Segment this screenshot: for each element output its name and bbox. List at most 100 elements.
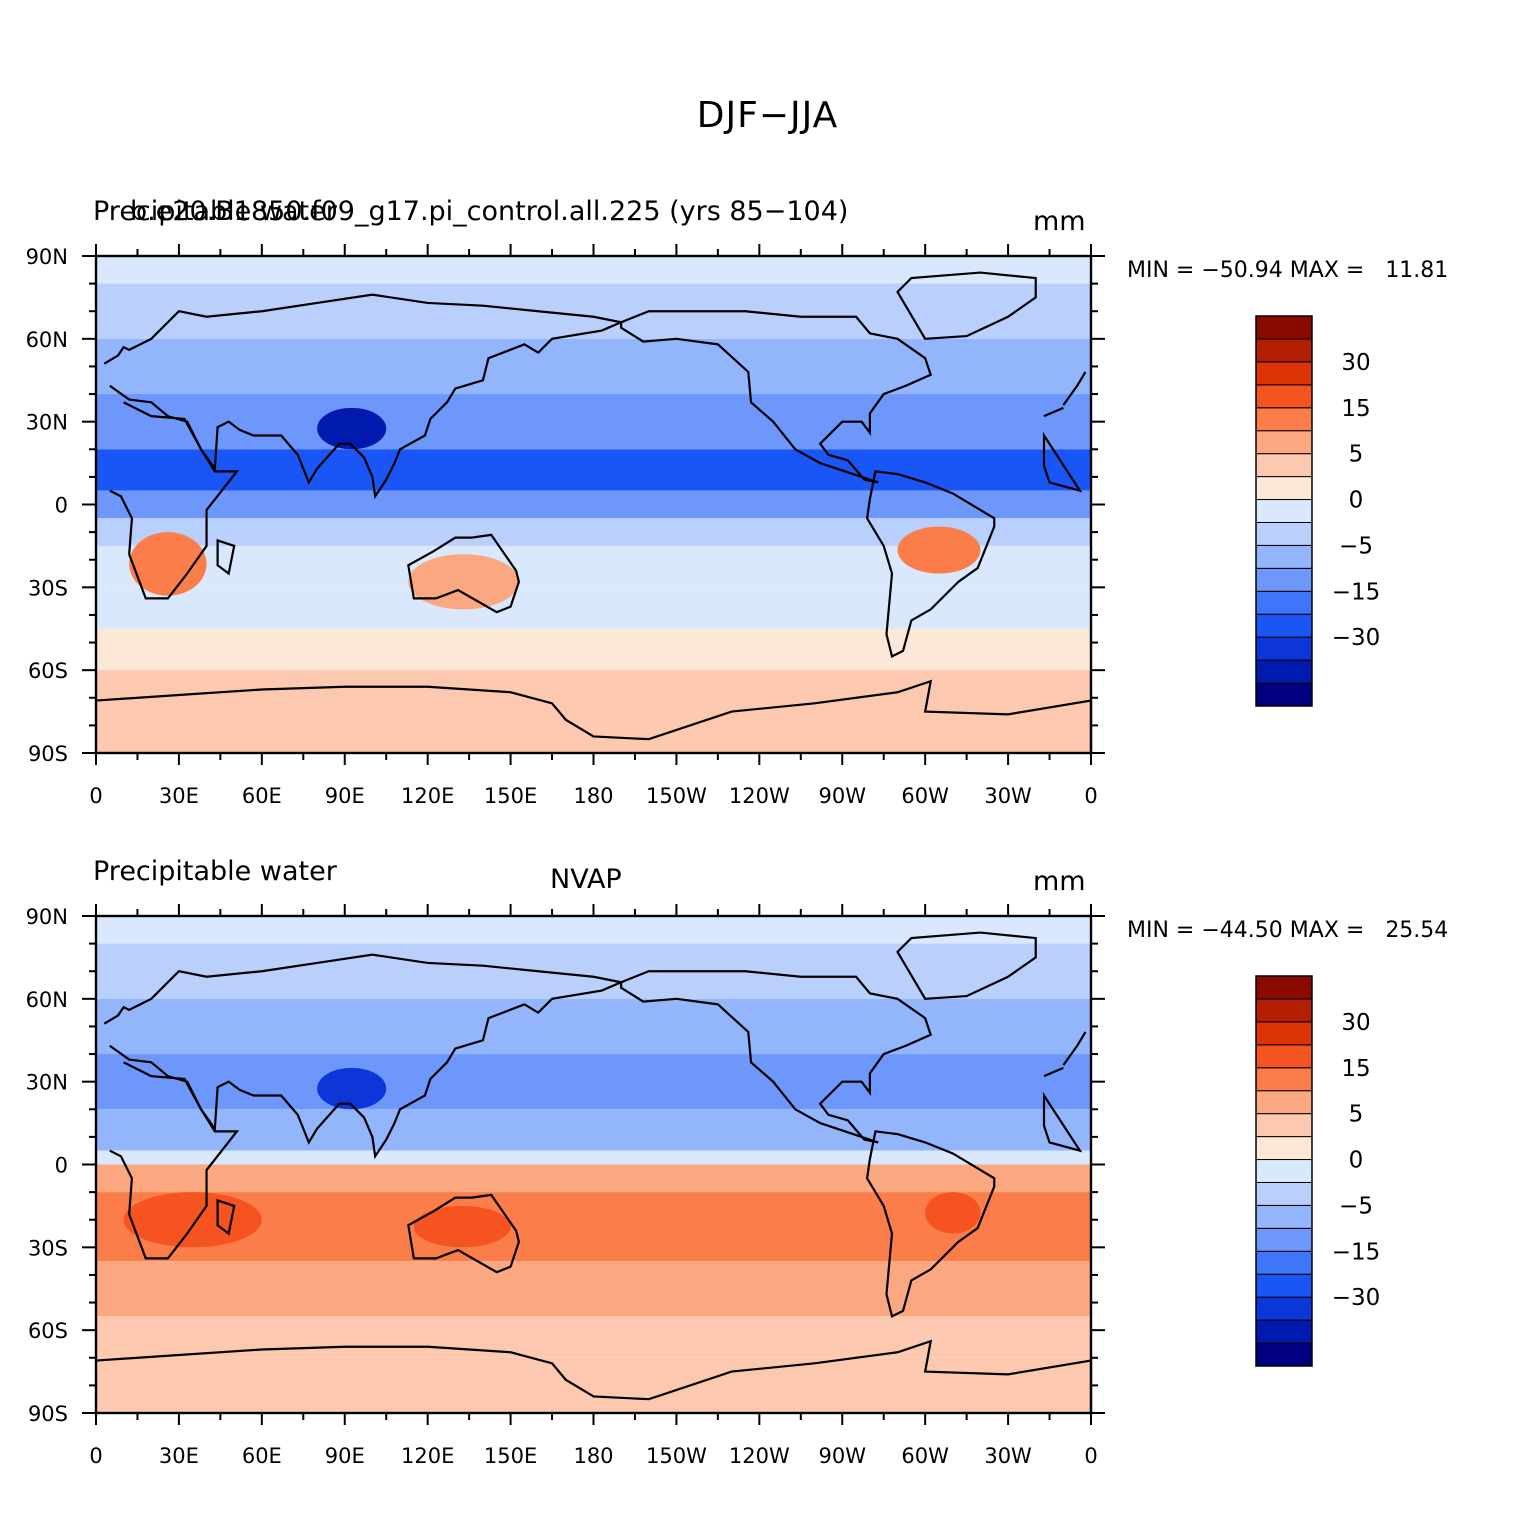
region-tibet — [317, 407, 387, 450]
colorbar-swatch — [1255, 636, 1313, 661]
x-tick-label: 90E — [325, 784, 365, 808]
colorbar-swatch — [1255, 361, 1313, 386]
colorbar-label: −15 — [1332, 579, 1381, 605]
x-tick-label: 30E — [159, 784, 199, 808]
colorbar-swatch — [1255, 1090, 1313, 1115]
x-tick-label: 30W — [984, 784, 1032, 808]
colorbar-swatch — [1255, 1273, 1313, 1298]
colorbar-label: 0 — [1349, 1148, 1364, 1174]
zonal-band — [96, 1054, 1091, 1110]
zonal-band — [96, 338, 1091, 395]
map-plot: 0 30E 60E 90E 120E 150E 180 150W 120W 90W 60W 30W 09… — [26, 244, 1105, 808]
region-australia — [408, 554, 519, 610]
x-tick-label: 0 — [89, 1444, 102, 1468]
x-tick-label: 60W — [901, 1444, 949, 1468]
y-tick-label: 90N — [26, 905, 68, 929]
x-tick-label: 0 — [1084, 784, 1097, 808]
colorbar-label: −5 — [1339, 533, 1373, 559]
zonal-band — [96, 916, 1091, 944]
coastline — [407, 1193, 521, 1274]
panel-left-label: Precipitable water — [93, 196, 337, 227]
y-tick-label: 60N — [26, 328, 68, 352]
colorbar-swatch — [1255, 1067, 1313, 1092]
region-south-america — [897, 526, 981, 574]
zonal-band — [96, 1316, 1091, 1358]
y-tick-label: 30N — [26, 1071, 68, 1095]
colorbar-swatch — [1255, 613, 1313, 638]
colorbar-swatch — [1255, 998, 1313, 1023]
panel-center-label: b.e20.B1850.f09_g17.pi_control.all.225 (… — [130, 196, 849, 227]
x-tick-label: 150W — [646, 784, 707, 808]
colorbar-label: −30 — [1332, 625, 1381, 651]
coastline — [95, 679, 1093, 753]
y-tick-label: 0 — [55, 1154, 68, 1178]
colorbar-swatch — [1255, 1021, 1313, 1046]
map-fill — [96, 256, 1091, 753]
x-tick-label: 150W — [646, 1444, 707, 1468]
x-tick-label: 150E — [484, 1444, 537, 1468]
x-tick-label: 120E — [401, 784, 454, 808]
zonal-band — [96, 490, 1091, 519]
y-tick-label: 90S — [28, 1402, 68, 1426]
colorbar-swatch — [1255, 499, 1313, 523]
panel-units-label: mm — [1033, 206, 1086, 237]
y-tick-label: 90S — [28, 742, 68, 766]
x-tick-label: 0 — [1084, 1444, 1097, 1468]
y-tick-label: 30S — [28, 576, 68, 600]
coastline — [865, 470, 996, 658]
colorbar-swatch — [1255, 407, 1313, 432]
colorbar-swatch — [1255, 384, 1313, 409]
colorbar-swatch — [1255, 1227, 1313, 1252]
colorbar-swatch — [1255, 476, 1313, 501]
figure-title: DJF−JJA — [696, 95, 839, 136]
zonal-band — [96, 628, 1091, 671]
colorbar-swatch — [1255, 975, 1313, 1000]
coastline — [620, 970, 933, 1144]
coastline — [407, 533, 521, 614]
coastline — [896, 931, 1037, 1000]
colorbar-swatch — [1255, 521, 1313, 546]
colorbar-swatch — [1255, 659, 1313, 684]
colorbar-swatch — [1255, 315, 1313, 340]
colorbar-swatch — [1255, 567, 1313, 592]
panel-left-label: Precipitable water — [93, 856, 337, 887]
x-tick-label: 120W — [729, 784, 790, 808]
x-tick-label: 90W — [819, 784, 867, 808]
zonal-band — [96, 283, 1091, 339]
colorbar-swatch — [1255, 1181, 1313, 1206]
zonal-band — [96, 394, 1091, 450]
colorbar-label: 15 — [1341, 1056, 1370, 1082]
colorbar-swatch — [1255, 338, 1313, 363]
colorbar-swatch — [1255, 1319, 1313, 1344]
region-tibet — [317, 1067, 387, 1110]
axis-ticks — [82, 904, 1105, 1425]
x-tick-label: 60E — [242, 784, 282, 808]
panel-model: Precipitable water b.e20.B1850.f09_g17.p… — [0, 196, 1535, 856]
x-tick-label: 0 — [89, 784, 102, 808]
colorbar-frame — [1255, 975, 1313, 1367]
min-max-readout: MIN = −44.50 MAX = 25.54 — [1127, 918, 1449, 943]
colorbar: 30 15 5 0 −5 −15 −30 — [1255, 975, 1380, 1367]
zonal-band — [96, 998, 1091, 1055]
coastline — [109, 401, 1083, 600]
colorbar-swatch — [1255, 1159, 1313, 1183]
y-tick-label: 60S — [28, 1319, 68, 1343]
colorbar-swatch — [1255, 453, 1313, 478]
region-south-america — [925, 1192, 981, 1234]
coastline — [216, 538, 236, 576]
coastlines — [95, 931, 1093, 1413]
colorbar-label: 30 — [1341, 1010, 1370, 1036]
colorbar-label: −5 — [1339, 1193, 1373, 1219]
colorbar-swatch — [1255, 430, 1313, 455]
panel-center-label: NVAP — [550, 864, 622, 895]
colorbar-swatch — [1255, 1250, 1313, 1275]
region-southern-africa — [123, 1192, 262, 1248]
x-tick-label: 90E — [325, 1444, 365, 1468]
region-australia — [413, 1205, 511, 1248]
zonal-band — [96, 1109, 1091, 1151]
zonal-band — [96, 1357, 1091, 1413]
colorbar-label: 30 — [1341, 350, 1370, 376]
coastline — [109, 1061, 1083, 1260]
zonal-band — [96, 1164, 1091, 1193]
x-tick-label: 120E — [401, 1444, 454, 1468]
